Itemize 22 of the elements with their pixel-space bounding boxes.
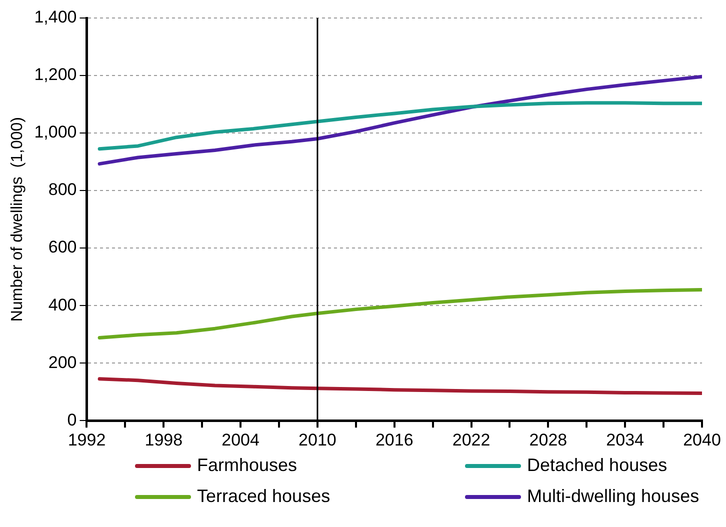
y-tick-label: 1,000 (34, 122, 77, 142)
x-tick-label: 2028 (529, 430, 568, 450)
x-tick-label: 1992 (68, 430, 106, 450)
x-tick-label: 2040 (683, 430, 721, 450)
legend-label: Detached houses (527, 455, 668, 476)
legend-label: Multi-dwelling houses (527, 486, 700, 507)
x-tick-label: 2016 (375, 430, 414, 450)
y-tick-label: 1,400 (34, 8, 77, 27)
x-tick-label: 2004 (222, 430, 260, 450)
y-tick-label: 600 (48, 238, 77, 257)
legend-label: Terraced houses (197, 486, 330, 507)
y-axis-title: Number of dwellings (1,000) (9, 117, 26, 322)
x-tick-label: 2010 (298, 430, 336, 450)
x-tick-label: 1998 (144, 430, 183, 450)
y-tick-label: 0 (67, 410, 77, 430)
x-tick-label: 2022 (452, 430, 490, 450)
legend-label: Farmhouses (197, 455, 298, 476)
y-tick-label: 800 (48, 180, 77, 200)
y-tick-label: 400 (48, 295, 77, 314)
y-tick-label: 1,200 (34, 65, 77, 84)
y-tick-label: 200 (48, 352, 77, 372)
x-tick-label: 2034 (606, 430, 644, 450)
